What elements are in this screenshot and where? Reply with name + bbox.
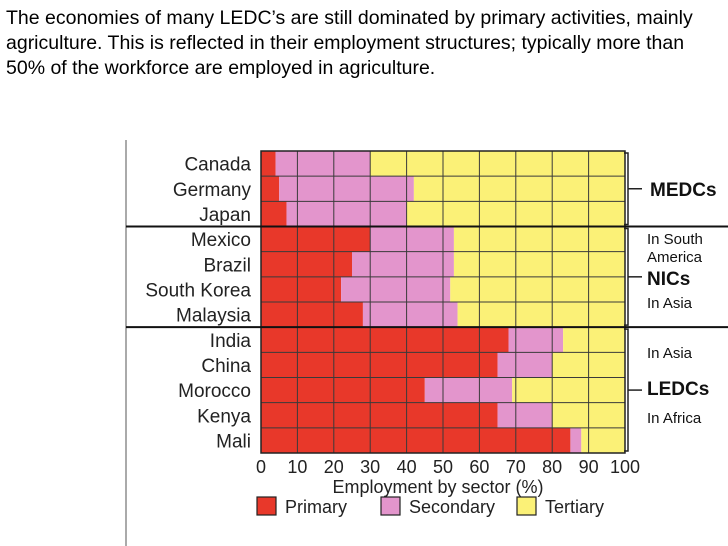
bar-south-korea-tertiary: [450, 276, 625, 302]
intro-paragraph: The economies of many LEDC’s are still d…: [6, 7, 693, 79]
bar-malaysia-secondary: [362, 302, 458, 328]
bar-germany-tertiary: [413, 176, 625, 202]
group-label-ledcs: LEDCs: [647, 379, 709, 400]
bar-mali-secondary: [570, 427, 582, 453]
x-tick-label: 40: [397, 457, 417, 477]
bar-china-primary: [261, 352, 498, 378]
bar-india-secondary: [508, 327, 564, 353]
bar-mexico-primary: [261, 226, 371, 252]
category-label-india: India: [210, 331, 252, 352]
category-label-malaysia: Malaysia: [176, 306, 251, 327]
category-label-mali: Mali: [216, 431, 251, 452]
legend-label-secondary: Secondary: [409, 497, 495, 517]
category-label-kenya: Kenya: [197, 406, 251, 427]
x-tick-label: 50: [433, 457, 453, 477]
bar-kenya-tertiary: [552, 402, 625, 428]
group-note: In South: [647, 231, 703, 248]
legend-label-primary: Primary: [285, 497, 347, 517]
bar-malaysia-tertiary: [457, 302, 625, 328]
bar-canada-tertiary: [370, 151, 625, 177]
legend-swatch-secondary: [380, 496, 401, 516]
category-label-germany: Germany: [173, 180, 252, 201]
x-tick-label: 60: [469, 457, 489, 477]
bar-japan-tertiary: [406, 201, 625, 227]
bar-germany-secondary: [279, 176, 414, 202]
bar-kenya-primary: [261, 402, 498, 428]
x-tick-label: 30: [360, 457, 380, 477]
bar-south-korea-primary: [261, 276, 342, 302]
bar-mexico-secondary: [370, 226, 454, 252]
bar-canada-secondary: [275, 151, 371, 177]
group-bracket-nics: [624, 227, 629, 326]
bar-kenya-secondary: [497, 402, 553, 428]
bar-china-secondary: [497, 352, 553, 378]
x-tick-label: 100: [610, 457, 640, 477]
group-note: In Asia: [647, 345, 693, 362]
bar-japan-primary: [261, 201, 287, 227]
x-tick-label: 10: [287, 457, 307, 477]
bar-morocco-primary: [261, 377, 425, 403]
bar-brazil-tertiary: [453, 251, 625, 277]
group-note: In Africa: [647, 410, 702, 427]
x-tick-label: 80: [542, 457, 562, 477]
x-tick-label: 70: [506, 457, 526, 477]
bar-south-korea-secondary: [341, 276, 451, 302]
bar-canada-primary: [261, 151, 276, 177]
category-label-canada: Canada: [184, 155, 251, 176]
x-tick-label: 90: [579, 457, 599, 477]
group-note: America: [647, 249, 703, 266]
category-label-japan: Japan: [199, 205, 251, 226]
x-tick-label: 0: [256, 457, 266, 477]
bar-brazil-secondary: [352, 251, 454, 277]
plot-border: [260, 150, 626, 454]
group-label-nics: NICs: [647, 269, 690, 290]
category-label-south-korea: South Korea: [145, 280, 251, 301]
bar-germany-primary: [261, 176, 280, 202]
category-label-mexico: Mexico: [191, 230, 251, 251]
group-label-medcs: MEDCs: [650, 180, 717, 201]
bar-india-tertiary: [563, 327, 625, 353]
bar-japan-secondary: [286, 201, 407, 227]
category-label-morocco: Morocco: [178, 381, 251, 402]
category-label-brazil: Brazil: [203, 255, 251, 276]
group-bracket-ledcs: [624, 328, 629, 452]
x-tick-label: 20: [324, 457, 344, 477]
bar-china-tertiary: [552, 352, 625, 378]
bar-mexico-tertiary: [453, 226, 625, 252]
legend-swatch-primary: [256, 496, 277, 516]
bar-mali-primary: [261, 427, 571, 453]
bar-mali-tertiary: [581, 427, 625, 453]
bar-india-primary: [261, 327, 509, 353]
bar-morocco-secondary: [424, 377, 513, 403]
category-label-china: China: [201, 356, 251, 377]
bar-morocco-tertiary: [512, 377, 625, 403]
group-bracket-medcs: [624, 152, 629, 226]
group-note: In Asia: [647, 295, 693, 312]
bar-malaysia-primary: [261, 302, 363, 328]
legend-swatch-tertiary: [516, 496, 537, 516]
bar-brazil-primary: [261, 251, 352, 277]
legend-label-tertiary: Tertiary: [545, 497, 604, 517]
x-axis-title: Employment by sector (%): [332, 477, 543, 497]
